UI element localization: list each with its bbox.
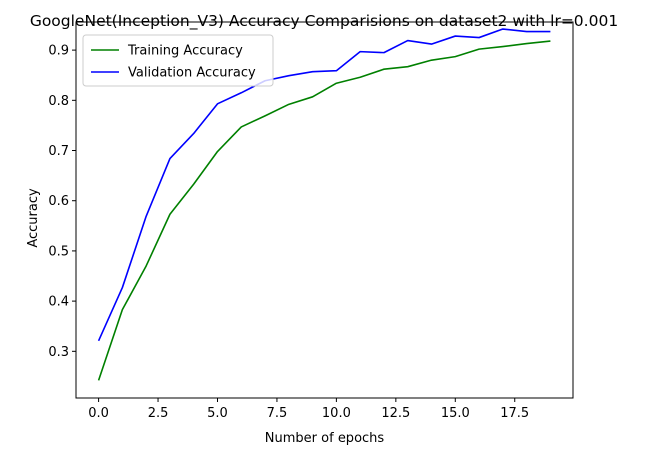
- y-tick-label: 0.7: [48, 144, 69, 159]
- y-tick-label: 0.9: [48, 44, 69, 59]
- x-tick-label: 5.0: [207, 406, 228, 421]
- legend-box: [82, 34, 274, 87]
- series-line-training: [97, 40, 551, 381]
- y-axis: 0.3 0.4 0.5 0.6 0.7 0.8 0.9: [48, 44, 76, 360]
- x-tick-label: 7.5: [267, 406, 288, 421]
- y-tick-label: 0.8: [48, 94, 69, 109]
- y-tick-label: 0.4: [48, 295, 69, 310]
- x-axis: 0.0 2.5 5.0 7.5 10.0 12.5 15.0 17.5: [88, 398, 529, 421]
- x-tick-label: 15.0: [441, 406, 470, 421]
- x-tick-label: 2.5: [148, 406, 169, 421]
- y-tick-label: 0.5: [48, 244, 69, 259]
- plot-frame: [75, 21, 574, 399]
- x-axis-label: Number of epochs: [265, 431, 385, 446]
- legend-label: Validation Accuracy: [128, 66, 256, 81]
- x-tick-label: 10.0: [322, 406, 351, 421]
- y-tick-label: 0.6: [48, 194, 69, 209]
- y-axis-label: Accuracy: [26, 188, 41, 248]
- x-tick-label: 17.5: [500, 406, 529, 421]
- series-lines: [97, 28, 551, 381]
- x-tick-label: 12.5: [381, 406, 410, 421]
- y-tick-label: 0.3: [48, 345, 69, 360]
- x-tick-label: 0.0: [88, 406, 109, 421]
- series-line-validation: [97, 28, 551, 342]
- legend: Training Accuracy Validation Accuracy: [82, 34, 274, 87]
- legend-label: Training Accuracy: [127, 44, 243, 59]
